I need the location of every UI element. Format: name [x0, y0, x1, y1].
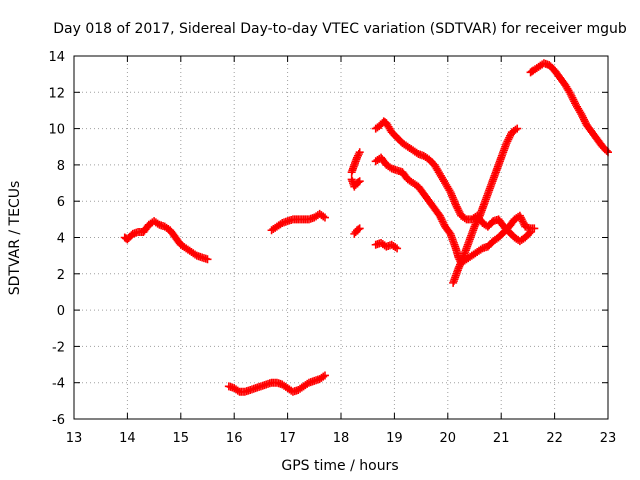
data-point-marker: [391, 243, 400, 252]
data-point-marker: [353, 151, 362, 160]
y-tick-label: -2: [52, 340, 65, 355]
data-point-marker: [530, 224, 539, 233]
data-point-marker: [437, 215, 446, 224]
data-point-marker: [435, 211, 444, 220]
data-point-marker: [503, 137, 512, 146]
data-point-marker: [412, 148, 421, 157]
y-tick-label: 12: [48, 86, 65, 101]
data-point-marker: [455, 208, 464, 217]
data-point-marker: [568, 93, 577, 102]
data-point-marker: [319, 212, 328, 221]
data-point-marker: [355, 224, 364, 233]
y-tick-label: 8: [57, 159, 65, 174]
grid-lines: [74, 56, 608, 419]
x-tick-label: 23: [600, 431, 617, 446]
data-point-marker: [578, 111, 587, 120]
data-point-marker: [513, 124, 522, 133]
data-point-marker: [452, 202, 461, 211]
data-point-marker: [569, 95, 578, 104]
x-tick-label: 14: [119, 431, 136, 446]
data-point-marker: [526, 228, 535, 237]
data-point-marker: [476, 245, 485, 254]
data-point-marker: [460, 214, 469, 223]
data-point-marker: [453, 204, 462, 213]
data-point-marker: [516, 213, 525, 222]
x-tick-label: 19: [386, 431, 403, 446]
data-point-marker: [502, 139, 511, 148]
y-tick-label: -4: [52, 377, 65, 392]
data-point-marker: [525, 229, 534, 238]
data-point-marker: [602, 146, 611, 155]
y-tick-label: -6: [52, 413, 65, 428]
data-point-marker: [580, 117, 589, 126]
data-point-marker: [354, 178, 363, 187]
data-point-marker: [577, 110, 586, 119]
data-point-marker: [504, 135, 513, 144]
data-point-marker: [454, 206, 463, 215]
x-tick-label: 22: [546, 431, 563, 446]
data-point-marker: [474, 213, 483, 222]
data-point-marker: [451, 200, 460, 209]
data-point-marker: [438, 217, 447, 226]
y-tick-label: 0: [57, 304, 65, 319]
data-point-marker: [473, 217, 482, 226]
y-tick-label: 2: [57, 268, 65, 283]
data-point-marker: [436, 213, 445, 222]
data-point-marker: [570, 97, 579, 106]
data-point-marker: [153, 219, 162, 228]
data-point-marker: [567, 91, 576, 100]
data-point-marker: [355, 148, 364, 157]
y-tick-label: 14: [48, 50, 65, 65]
data-point-marker: [505, 133, 514, 142]
data-point-marker: [470, 222, 479, 231]
data-point-marker: [303, 379, 312, 388]
data-point-marker: [566, 90, 575, 99]
data-point-marker: [518, 217, 527, 226]
data-point-marker: [355, 177, 364, 186]
axis-ticks: 13 14 15 16 17 18 19 20 21 22 23 -6 -4 -2 0 2 4 6 8 10 12 14: [48, 50, 616, 446]
data-point-marker: [519, 218, 528, 227]
data-point-marker: [472, 218, 481, 227]
y-tick-label: 6: [57, 195, 65, 210]
x-tick-label: 18: [333, 431, 350, 446]
data-point-marker: [474, 215, 483, 224]
data-point-marker: [471, 220, 480, 229]
x-tick-label: 17: [279, 431, 296, 446]
x-tick-label: 20: [440, 431, 457, 446]
data-point-marker: [233, 386, 242, 395]
data-point-marker: [579, 115, 588, 124]
data-point-marker: [320, 213, 329, 222]
y-tick-label: 4: [57, 232, 65, 247]
data-point-marker: [354, 150, 363, 159]
data-point-marker: [439, 218, 448, 227]
data-point-marker: [320, 371, 329, 380]
data-point-marker: [515, 211, 524, 220]
data-point-marker: [276, 220, 285, 229]
data-point-marker: [354, 225, 363, 234]
data-point-marker: [445, 186, 454, 195]
data-point-marker: [579, 113, 588, 122]
x-tick-label: 13: [66, 431, 83, 446]
data-point-marker: [319, 372, 328, 381]
data-markers: [120, 59, 612, 396]
x-tick-label: 15: [173, 431, 190, 446]
data-point-marker: [511, 125, 520, 134]
y-tick-label: 10: [48, 123, 65, 138]
data-point-marker: [191, 250, 200, 259]
x-axis-label: GPS time / hours: [281, 458, 398, 474]
data-point-marker: [517, 215, 526, 224]
data-point-marker: [353, 153, 362, 162]
chart-title: Day 018 of 2017, Sidereal Day-to-day VTE…: [53, 21, 627, 37]
data-point-marker: [203, 255, 212, 264]
data-point-marker: [393, 244, 402, 253]
data-point-marker: [385, 163, 394, 172]
y-axis-label: SDTVAR / TECUs: [7, 181, 23, 296]
x-tick-label: 21: [493, 431, 510, 446]
data-point-marker: [506, 131, 515, 140]
x-tick-label: 16: [226, 431, 243, 446]
